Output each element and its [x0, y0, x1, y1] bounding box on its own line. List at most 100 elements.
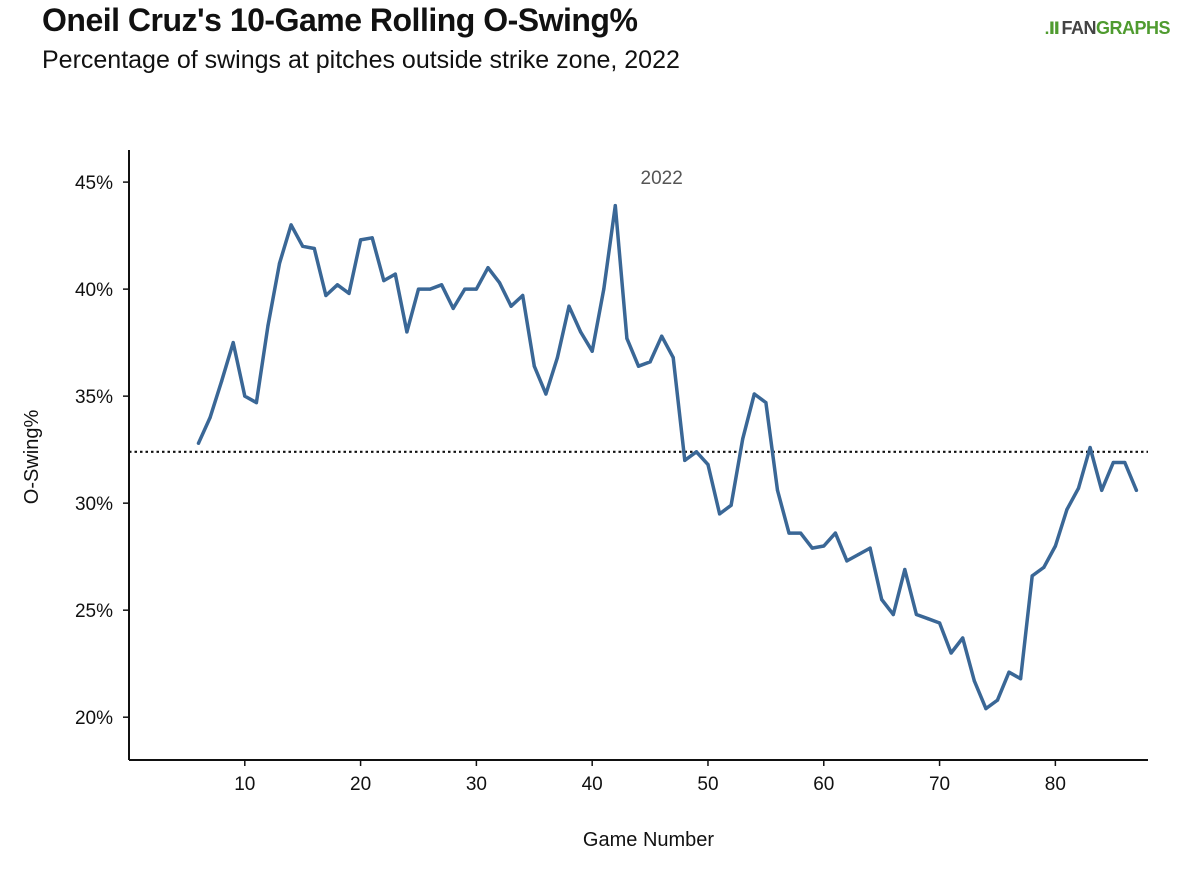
data-point: [683, 458, 687, 462]
data-point: [451, 306, 455, 310]
data-point: [845, 559, 849, 563]
fangraphs-logo-fan: FAN: [1061, 18, 1096, 38]
data-point: [590, 349, 594, 353]
data-point: [208, 415, 212, 420]
data-point: [254, 401, 258, 405]
data-point: [474, 287, 478, 291]
data-point: [532, 364, 536, 368]
series-line-0: [196, 203, 1139, 711]
fangraphs-logo: .Ⅱ FAN GRAPHS: [1044, 18, 1171, 39]
data-point: [868, 546, 872, 550]
y-tick-label: 40%: [75, 280, 113, 301]
data-point: [856, 552, 861, 557]
data-point: [775, 488, 780, 492]
data-point: [764, 401, 768, 405]
data-point: [752, 392, 756, 396]
data-point: [231, 341, 235, 345]
data-point: [220, 379, 224, 383]
data-point: [833, 531, 838, 535]
data-point: [1019, 677, 1023, 681]
data-point: [347, 291, 351, 295]
data-point: [787, 531, 791, 535]
data-point: [914, 612, 919, 617]
data-point: [602, 287, 606, 291]
data-point: [671, 356, 675, 360]
data-point: [544, 392, 548, 396]
data-point: [729, 503, 733, 507]
label-group: 10 20 30 40 50 60 70 80 20% 25% 30% 35% 40% 45% 2022 Ga…: [21, 168, 1066, 851]
x-tick-label: 20: [350, 774, 371, 795]
data-point: [579, 330, 583, 334]
season-annotation: 2022: [641, 168, 683, 189]
data-point: [741, 437, 745, 441]
data-point: [324, 293, 328, 298]
y-tick-label: 45%: [75, 173, 113, 194]
data-point: [706, 463, 710, 467]
data-point: [266, 323, 270, 328]
data-point: [486, 266, 490, 270]
data-point: [196, 441, 201, 445]
data-point: [648, 360, 652, 364]
data-point: [555, 356, 560, 360]
fangraphs-logo-graphs: GRAPHS: [1095, 18, 1171, 38]
data-point: [1030, 574, 1034, 578]
data-point: [613, 204, 617, 208]
y-tick-label: 35%: [75, 387, 113, 408]
data-point: [509, 304, 513, 308]
data-point: [1123, 460, 1127, 465]
data-point: [625, 336, 629, 340]
data-point: [440, 283, 444, 287]
data-point: [1065, 508, 1069, 512]
data-point: [393, 272, 397, 276]
data-point: [718, 512, 722, 516]
data-point: [926, 617, 930, 621]
data-point: [660, 334, 664, 338]
x-tick-label: 70: [929, 774, 950, 795]
data-point: [891, 612, 895, 617]
data-point: [1100, 488, 1104, 492]
data-point: [289, 223, 293, 227]
data-point: [301, 244, 305, 248]
data-point: [359, 238, 363, 242]
data-point: [1134, 488, 1138, 492]
data-point: [521, 293, 525, 298]
data-point: [405, 330, 409, 334]
data-point: [416, 287, 421, 291]
x-tick-label: 30: [466, 774, 487, 795]
data-point: [995, 698, 1000, 702]
series-group: [196, 203, 1139, 711]
x-tick-label: 10: [234, 774, 255, 795]
data-point: [1111, 460, 1115, 465]
x-tick-label: 80: [1045, 774, 1066, 795]
data-point: [277, 261, 282, 265]
data-point: [694, 450, 699, 454]
data-point: [822, 544, 826, 548]
y-tick-label: 30%: [75, 494, 113, 515]
x-axis-title: Game Number: [583, 829, 714, 851]
data-point: [428, 287, 432, 291]
y-axis-title: O-Swing%: [21, 410, 43, 505]
data-point: [382, 279, 386, 283]
data-point: [463, 287, 467, 291]
data-point: [880, 597, 884, 602]
data-point: [961, 636, 965, 640]
data-point: [370, 236, 374, 240]
data-point: [1076, 486, 1081, 490]
data-point: [1053, 544, 1057, 548]
data-point: [335, 283, 339, 287]
y-tick-label: 20%: [75, 708, 113, 729]
data-point: [497, 281, 502, 285]
data-point: [938, 621, 942, 625]
data-point: [799, 531, 803, 535]
fangraphs-logo-icon: .Ⅱ: [1044, 18, 1060, 38]
x-tick-label: 60: [813, 774, 834, 795]
y-tick-label: 25%: [75, 601, 113, 622]
chart-title: Oneil Cruz's 10-Game Rolling O-Swing%: [42, 2, 638, 38]
x-tick-label: 50: [697, 774, 718, 795]
data-point: [972, 679, 976, 683]
data-point: [810, 546, 814, 550]
data-point: [949, 651, 953, 655]
chart-subtitle: Percentage of swings at pitches outside …: [42, 46, 680, 74]
data-point: [243, 394, 247, 398]
